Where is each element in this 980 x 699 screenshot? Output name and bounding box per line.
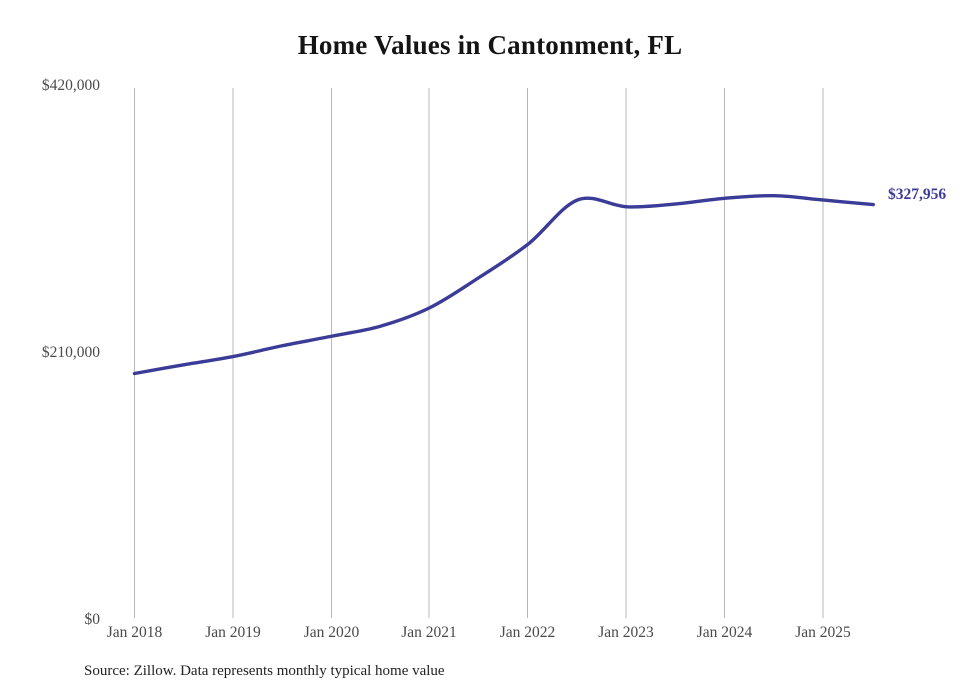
x-axis-tick-jan-2019: Jan 2019	[205, 624, 261, 641]
chart-title: Home Values in Cantonment, FL	[297, 30, 683, 60]
home-value-line-series	[132, 193, 875, 376]
x-axis-tick-jan-2024: Jan 2024	[696, 624, 753, 641]
x-axis-tick-jan-2021: Jan 2021	[401, 624, 457, 641]
x-axis-tick-jan-2020: Jan 2020	[303, 624, 360, 641]
y-axis-tick-210000: $210,000	[41, 344, 100, 361]
end-value-annotation: $327,956	[888, 186, 947, 203]
x-axis-tick-jan-2025: Jan 2025	[795, 624, 851, 641]
x-axis-tick-jan-2018: Jan 2018	[106, 624, 163, 641]
x-axis-tick-jan-2022: Jan 2022	[499, 624, 556, 641]
x-axis-tick-jan-2023: Jan 2023	[598, 624, 654, 641]
y-axis-tick-0: $0	[84, 611, 101, 628]
gridlines	[134, 88, 824, 618]
y-axis-tick-420000: $420,000	[41, 77, 100, 94]
source-note: Source: Zillow. Data represents monthly …	[84, 663, 445, 679]
